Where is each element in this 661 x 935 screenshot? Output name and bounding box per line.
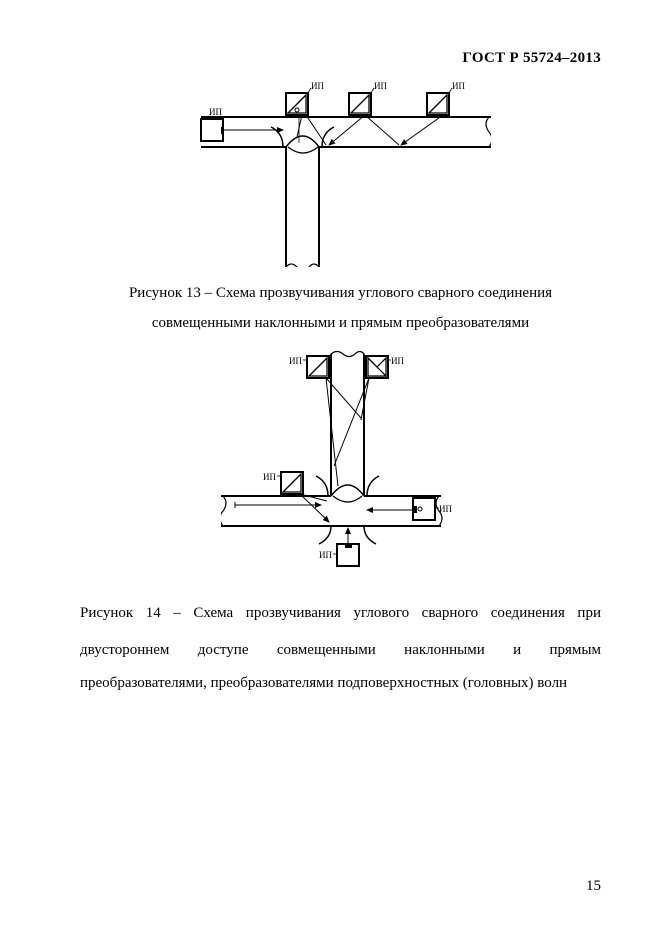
- figure-14-caption-line2: двустороннем доступе совмещенными наклон…: [80, 634, 601, 667]
- svg-text:ИП: ИП: [374, 81, 387, 91]
- transducer-top-3: ИП: [427, 81, 465, 115]
- document-page: ГОСТ Р 55724–2013: [0, 0, 661, 935]
- svg-text:ИП: ИП: [263, 472, 276, 482]
- figure-13: ИП ИП ИП ИП: [80, 77, 601, 272]
- page-number: 15: [586, 878, 601, 895]
- svg-text:ИП: ИП: [439, 504, 452, 514]
- figure-13-caption-line1: Рисунок 13 – Схема прозвучивания угловог…: [129, 285, 552, 301]
- transducer-top-2: ИП: [349, 81, 387, 115]
- figure-14-caption-line3: преобразователями, преобразователями под…: [80, 667, 601, 700]
- figure-14-caption-line1: Рисунок 14 – Схема прозвучивания угловог…: [80, 597, 601, 630]
- transducer-top-left: ИП: [289, 356, 329, 378]
- standard-header: ГОСТ Р 55724–2013: [80, 50, 601, 67]
- svg-text:ИП: ИП: [209, 107, 222, 117]
- svg-text:ИП: ИП: [319, 550, 332, 560]
- svg-text:ИП: ИП: [311, 81, 324, 91]
- figure-13-svg: ИП ИП ИП ИП: [191, 77, 491, 267]
- transducer-left-straight: ИП: [201, 107, 224, 141]
- figure-14-svg: ИП ИП ИП ИП: [221, 346, 461, 586]
- svg-text:ИП: ИП: [391, 356, 404, 366]
- svg-text:ИП: ИП: [289, 356, 302, 366]
- figure-14: ИП ИП ИП ИП: [80, 346, 601, 591]
- figure-13-caption: Рисунок 13 – Схема прозвучивания угловог…: [80, 278, 601, 338]
- transducer-right-straight: ИП: [413, 498, 452, 520]
- transducer-mid-left: ИП: [263, 472, 303, 494]
- transducer-bottom-straight: ИП: [319, 544, 359, 566]
- transducer-top-1: ИП: [286, 81, 324, 115]
- transducer-top-right: ИП: [366, 356, 404, 378]
- svg-text:ИП: ИП: [452, 81, 465, 91]
- figure-13-caption-line2: совмещенными наклонными и прямым преобра…: [152, 315, 529, 331]
